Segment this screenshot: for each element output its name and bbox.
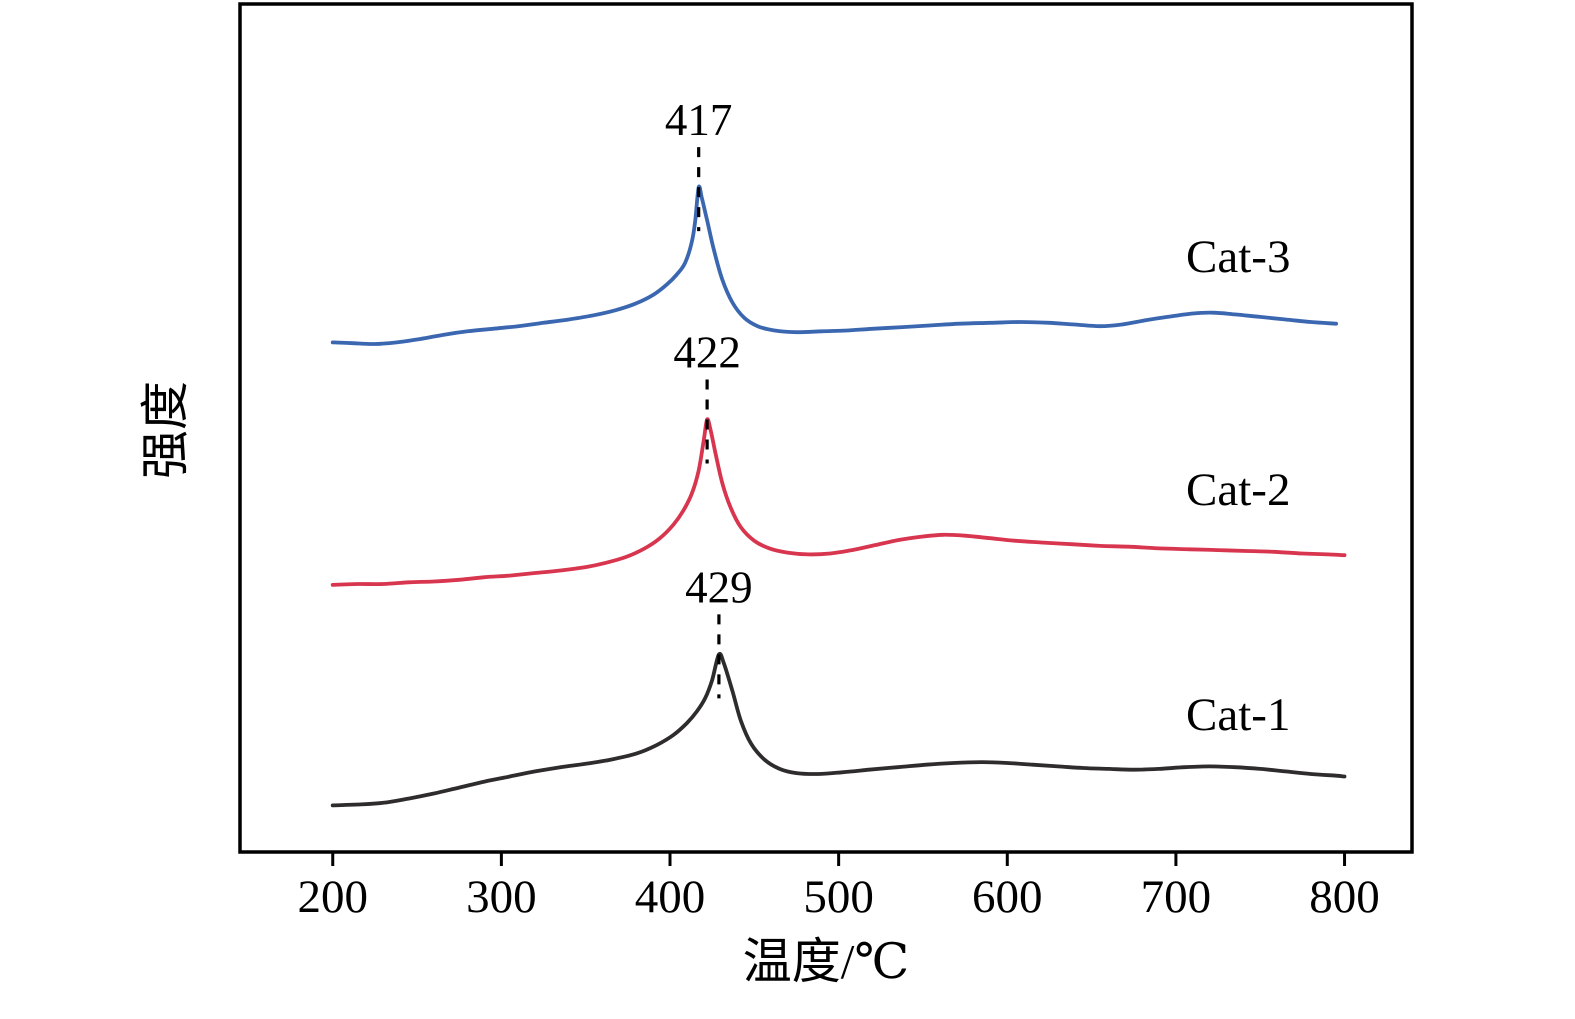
series-label-cat-1: Cat-1 [1186,689,1290,741]
plot-frame [238,2,1414,854]
series-label-cat-3: Cat-3 [1186,231,1290,283]
x-tick-label: 400 [635,871,706,923]
x-axis-label: 温度/℃ [743,934,909,989]
peak-value-cat-3: 417 [665,95,733,145]
x-tick-label: 500 [803,871,874,923]
y-axis-label: 强度 [138,381,193,479]
x-tick-label: 700 [1141,871,1212,923]
series-curve-cat-2 [330,417,1347,587]
x-tick-label: 300 [466,871,537,923]
series-label-cat-2: Cat-2 [1186,464,1290,516]
series-curve-cat-3 [330,184,1338,346]
x-tick-label: 600 [972,871,1043,923]
x-tick-label: 800 [1309,871,1380,923]
peak-value-cat-2: 422 [673,328,741,378]
peak-value-cat-1: 429 [685,562,753,612]
x-tick-label: 200 [297,871,368,923]
chart-dynamic-layer: 200 300 400 500 600 700 800 Cat-1 429 Cat-2 422 Cat… [238,2,1414,923]
series-curve-cat-1 [330,651,1347,808]
